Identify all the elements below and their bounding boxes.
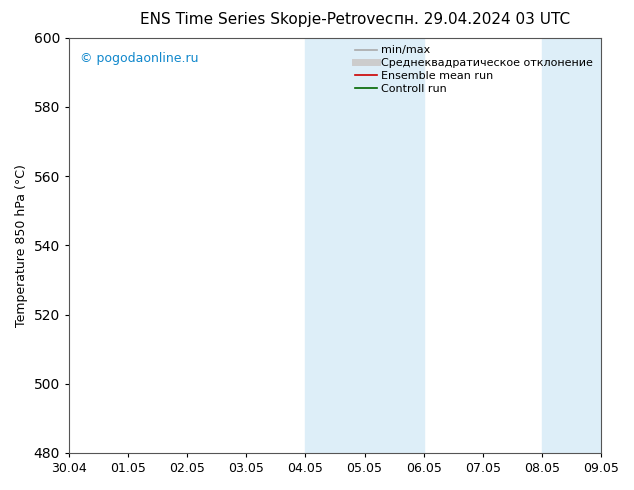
Y-axis label: Temperature 850 hPa (°C): Temperature 850 hPa (°C) — [15, 164, 28, 327]
Legend: min/max, Среднеквадратическое отклонение, Ensemble mean run, Controll run: min/max, Среднеквадратическое отклонение… — [353, 43, 595, 96]
Bar — [306, 38, 424, 453]
Text: ENS Time Series Skopje-Petrovec: ENS Time Series Skopje-Petrovec — [139, 12, 393, 27]
Bar — [542, 38, 601, 453]
Text: © pogodaonline.ru: © pogodaonline.ru — [80, 52, 198, 65]
Text: пн. 29.04.2024 03 UTC: пн. 29.04.2024 03 UTC — [394, 12, 570, 27]
